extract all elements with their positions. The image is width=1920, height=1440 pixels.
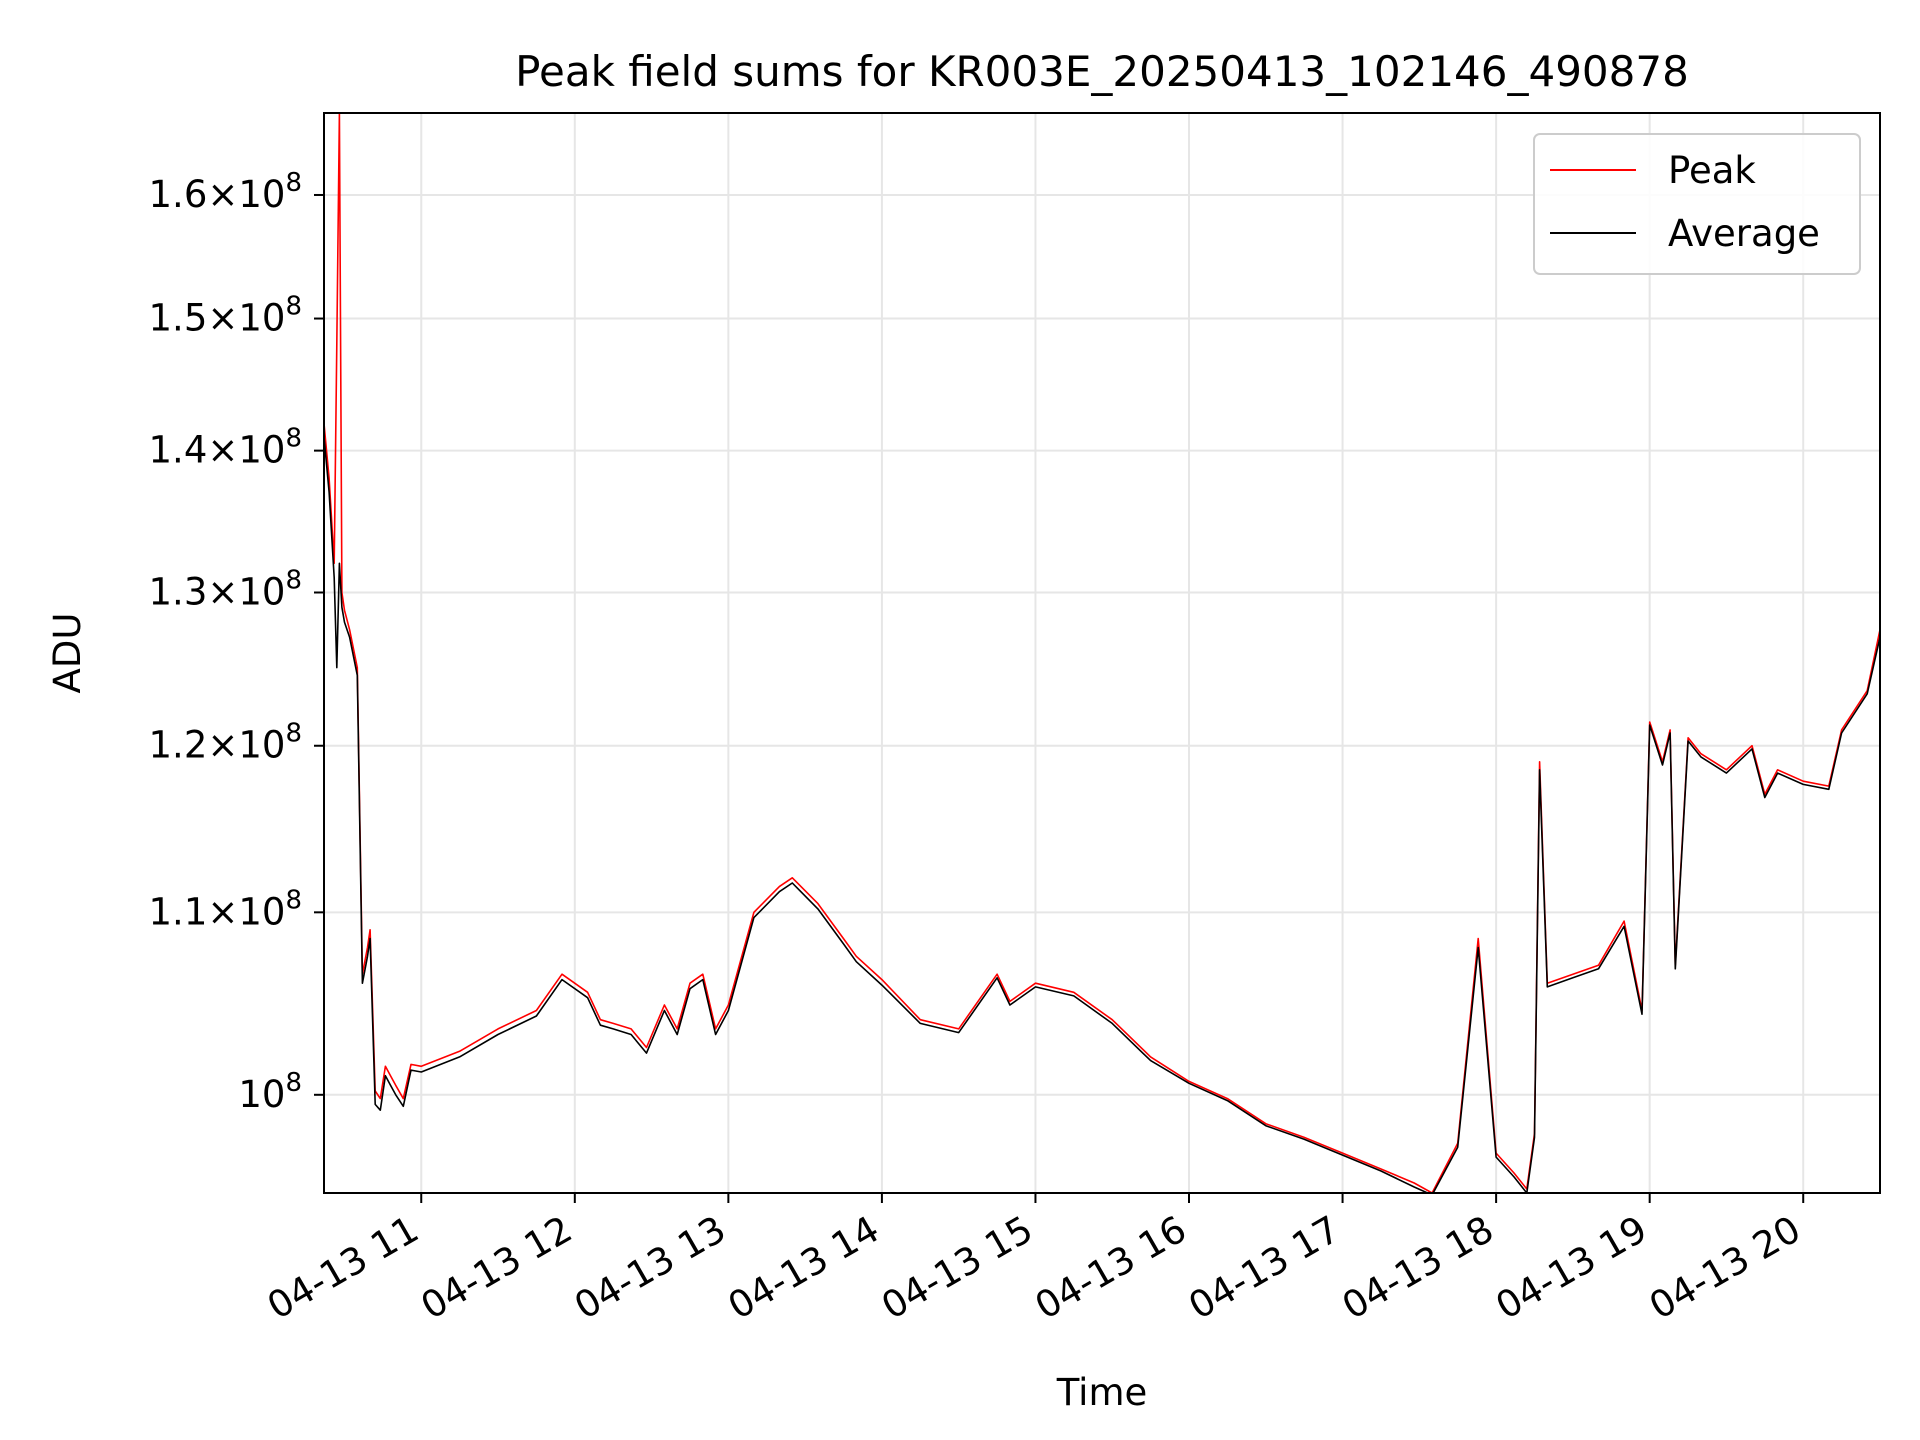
legend-peak-label: Peak (1668, 149, 1756, 192)
axes-frame (323, 112, 1881, 1194)
y-tick-label: 1.6×108 (149, 168, 302, 216)
legend: Peak Average (1533, 133, 1861, 275)
series-lines (324, 113, 1880, 1193)
y-tick-label: 1.4×108 (149, 424, 302, 472)
chart-title: Peak field sums for KR003E_20250413_1021… (515, 47, 1689, 96)
series-line-peak (324, 113, 1880, 1193)
y-tick-label: 1.3×108 (149, 566, 302, 614)
y-axis-label: ADU (46, 613, 89, 694)
y-tick-label: 1.1×108 (149, 885, 302, 933)
y-tick-label: 1.2×108 (149, 719, 302, 767)
x-axis-label: Time (1056, 1371, 1148, 1414)
grid (324, 113, 1880, 1193)
legend-average-label: Average (1668, 212, 1820, 255)
y-tick-label: 1.5×108 (149, 292, 302, 340)
series-line-average (324, 436, 1880, 1193)
y-axis: 1.6×108 1.5×108 1.4×108 1.3×108 1.2×108 1.1×1… (149, 168, 324, 1116)
